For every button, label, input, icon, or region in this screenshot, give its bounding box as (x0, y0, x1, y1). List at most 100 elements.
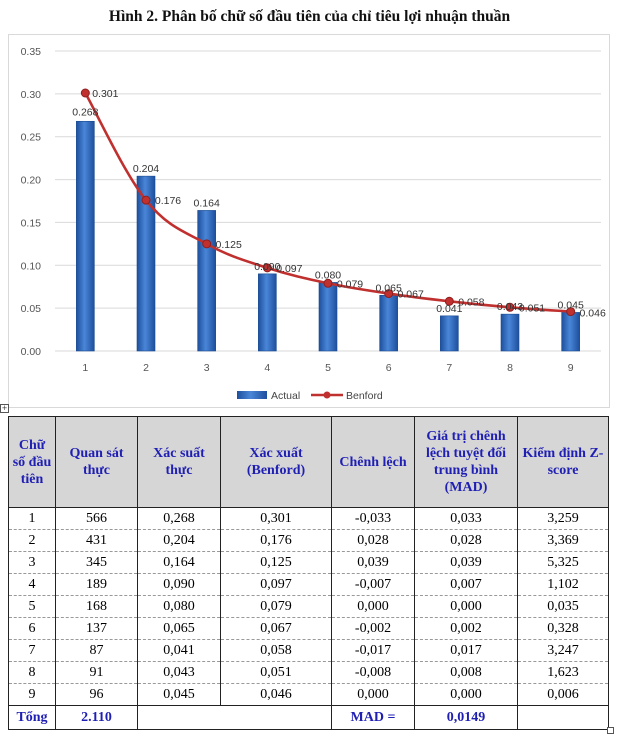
bar-data-label: 0.041 (436, 303, 462, 315)
bar-line-chart: 0.00 0.05 0.10 0.15 0.20 0.25 0.30 0.35 1 2 3 4 5 6 7 8… (21, 46, 606, 402)
bar-data-label: 0.045 (558, 299, 584, 311)
y-tick-label: 0.30 (21, 89, 42, 101)
line-data-label: 0.058 (458, 296, 484, 308)
table-cell: 0,007 (414, 573, 518, 596)
x-tick-label: 9 (568, 362, 574, 374)
table-cell: 0,028 (331, 529, 415, 552)
table-cell: 0,045 (137, 683, 221, 706)
table-cell: 0,125 (220, 551, 332, 574)
column-header: Giá trị chênh lệch tuyệt đối trung bình … (414, 416, 518, 508)
table-cell: 0,176 (220, 529, 332, 552)
column-header: Quan sát thực (55, 416, 138, 508)
table-cell: 5 (8, 595, 56, 618)
line-data-label: 0.097 (276, 263, 302, 275)
table-header-row: Chữ số đầu tiên Quan sát thực Xác suất thự… (8, 416, 609, 508)
table-cell: 0,002 (414, 617, 518, 640)
line-data-label: 0.067 (398, 289, 424, 301)
line-data-label: 0.051 (519, 302, 545, 314)
table-cell: 96 (55, 683, 138, 706)
benford-point (444, 296, 454, 306)
table-cell: 0,080 (137, 595, 221, 618)
line-data-label: 0.046 (580, 308, 606, 320)
table-cell: 3 (8, 551, 56, 574)
bar-data-label: 0.043 (497, 301, 523, 313)
x-tick-label: 3 (204, 362, 210, 374)
table-cell: 0,039 (331, 551, 415, 574)
bar-actual (440, 315, 459, 352)
table-cell: 0,268 (137, 507, 221, 530)
bar-data-label: 0.090 (254, 261, 280, 273)
table-cell: 87 (55, 639, 138, 662)
table-cell: 1,102 (517, 573, 609, 596)
table-cell: 1 (8, 507, 56, 530)
table-cell: 0,000 (331, 683, 415, 706)
x-tick-label: 2 (143, 362, 149, 374)
table-cell: 0,204 (137, 529, 221, 552)
table-cell: 0,051 (220, 661, 332, 684)
table-cell: 0,041 (137, 639, 221, 662)
table-cell: 9 (8, 683, 56, 706)
total-empty (517, 705, 609, 730)
bar-actual (379, 294, 398, 352)
table-cell: 137 (55, 617, 138, 640)
table-cell: 0,097 (220, 573, 332, 596)
table-cell: 6 (8, 617, 56, 640)
legend-swatch-actual (237, 391, 267, 399)
bar-data-label: 0.268 (72, 106, 98, 118)
column-header: Chênh lệch (331, 416, 415, 508)
table-cell: -0,007 (331, 573, 415, 596)
y-tick-label: 0.00 (21, 346, 42, 358)
mad-value: 0,0149 (414, 705, 518, 730)
table-cell: 91 (55, 661, 138, 684)
table-row: 7 87 0,041 0,058 -0,017 0,017 3,247 (8, 639, 609, 662)
y-tick-label: 0.05 (21, 303, 42, 315)
y-tick-label: 0.10 (21, 260, 42, 272)
table-cell: 0,006 (517, 683, 609, 706)
table-cell: 0,046 (220, 683, 332, 706)
bar-data-label: 0.065 (376, 282, 402, 294)
table-cell: 0,039 (414, 551, 518, 574)
total-label: Tổng (8, 705, 56, 730)
figure-title: Hình 2. Phân bố chữ số đầu tiên của chỉ … (108, 8, 511, 25)
table-cell: 0,065 (137, 617, 221, 640)
bar-data-label: 0.164 (194, 197, 220, 209)
x-tick-label: 7 (446, 362, 452, 374)
legend-label-actual: Actual (271, 390, 300, 402)
benford-point (80, 88, 90, 98)
column-header: Kiểm định Z-score (517, 416, 609, 508)
column-header: Xác xuất (Benford) (220, 416, 332, 508)
table-cell: 0,017 (414, 639, 518, 662)
x-tick-label: 4 (264, 362, 270, 374)
table-resize-handle-icon[interactable] (607, 727, 614, 734)
benford-point (505, 302, 515, 312)
table-cell: 0,043 (137, 661, 221, 684)
bar-data-label: 0.204 (133, 163, 159, 175)
bar-actual (197, 210, 216, 352)
table-cell: 0,067 (220, 617, 332, 640)
table-cell: 0,328 (517, 617, 609, 640)
table-cell: -0,002 (331, 617, 415, 640)
bar-actual (318, 282, 338, 352)
bar-actual (136, 175, 156, 352)
benford-point (384, 289, 394, 299)
y-tick-label: 0.25 (21, 132, 42, 144)
table-cell: 8 (8, 661, 56, 684)
x-tick-label: 1 (82, 362, 88, 374)
benford-point (323, 278, 333, 288)
table-cell: -0,017 (331, 639, 415, 662)
table-cell: 0,008 (414, 661, 518, 684)
bar-data-label: 0.080 (315, 269, 341, 281)
table-cell: 0,033 (414, 507, 518, 530)
line-data-label: 0.079 (337, 278, 363, 290)
table-cell: 0,000 (414, 683, 518, 706)
x-tick-label: 8 (507, 362, 513, 374)
table-row: 3 345 0,164 0,125 0,039 0,039 5,325 (8, 551, 609, 574)
table-row: 1 566 0,268 0,301 -0,033 0,033 3,259 (8, 507, 609, 530)
benford-point (566, 307, 576, 317)
table-move-handle-icon[interactable]: + (0, 404, 9, 413)
y-tick-label: 0.35 (21, 46, 42, 58)
total-count: 2.110 (55, 705, 138, 730)
mad-label: MAD = (331, 705, 415, 730)
table-cell: 0,079 (220, 595, 332, 618)
legend-label-benford: Benford (346, 390, 383, 402)
